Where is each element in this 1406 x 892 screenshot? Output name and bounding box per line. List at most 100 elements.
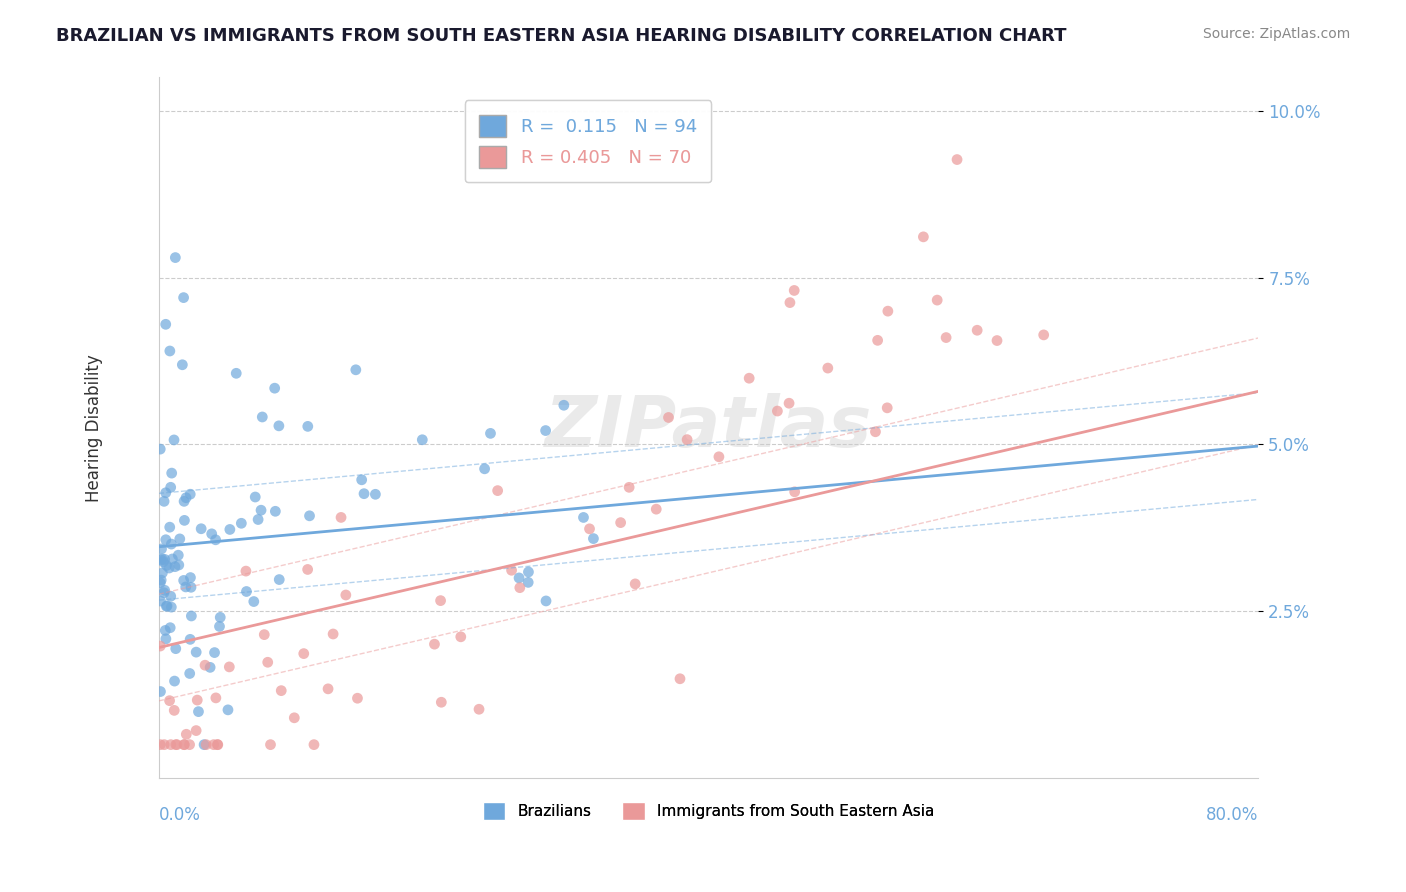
- Point: [766, 404, 789, 418]
- Point: [157, 561, 180, 575]
- Point: [876, 401, 898, 415]
- Point: [201, 526, 224, 541]
- Point: [707, 450, 730, 464]
- Point: [617, 480, 640, 494]
- Point: [508, 571, 530, 585]
- Point: [876, 304, 898, 318]
- Point: [159, 343, 181, 358]
- Point: [669, 672, 692, 686]
- Point: [194, 658, 217, 673]
- Point: [778, 396, 800, 410]
- Point: [159, 480, 181, 494]
- Point: [269, 573, 291, 587]
- Point: [155, 558, 177, 573]
- Point: [155, 624, 177, 638]
- Point: [195, 738, 218, 752]
- Point: [187, 705, 209, 719]
- Point: [205, 690, 228, 705]
- Point: [173, 494, 195, 508]
- Point: [423, 637, 446, 651]
- Point: [252, 409, 274, 424]
- Point: [202, 738, 225, 752]
- Point: [534, 594, 557, 608]
- Point: [150, 541, 173, 556]
- Point: [163, 674, 186, 689]
- Point: [509, 581, 531, 595]
- Point: [149, 594, 172, 608]
- Point: [297, 419, 319, 434]
- Point: [217, 703, 239, 717]
- Point: [322, 627, 344, 641]
- Point: [783, 284, 806, 298]
- Point: [865, 425, 887, 439]
- Point: [582, 532, 605, 546]
- Point: [179, 632, 201, 647]
- Point: [160, 537, 183, 551]
- Point: [245, 490, 267, 504]
- Point: [350, 473, 373, 487]
- Point: [474, 462, 496, 476]
- Point: [264, 504, 287, 518]
- Point: [173, 574, 195, 588]
- Point: [657, 410, 679, 425]
- Point: [486, 483, 509, 498]
- Point: [479, 426, 502, 441]
- Text: Source: ZipAtlas.com: Source: ZipAtlas.com: [1202, 27, 1350, 41]
- Point: [155, 599, 177, 614]
- Point: [344, 363, 367, 377]
- Point: [283, 711, 305, 725]
- Point: [817, 361, 839, 376]
- Point: [153, 583, 176, 598]
- Point: [165, 641, 187, 656]
- Point: [190, 522, 212, 536]
- Point: [153, 586, 176, 600]
- Point: [159, 621, 181, 635]
- Point: [429, 593, 451, 607]
- Point: [174, 491, 197, 505]
- Point: [270, 683, 292, 698]
- Point: [259, 738, 281, 752]
- Point: [335, 588, 357, 602]
- Point: [609, 516, 631, 530]
- Point: [155, 485, 177, 500]
- Point: [169, 532, 191, 546]
- Point: [209, 610, 232, 624]
- Point: [179, 571, 201, 585]
- Point: [292, 647, 315, 661]
- Point: [159, 693, 181, 707]
- Point: [517, 575, 540, 590]
- Point: [176, 727, 198, 741]
- Point: [179, 666, 201, 681]
- Point: [866, 334, 889, 348]
- Point: [150, 552, 173, 566]
- Point: [297, 562, 319, 576]
- Point: [198, 660, 221, 674]
- Point: [207, 738, 229, 752]
- Point: [173, 291, 195, 305]
- Point: [153, 494, 176, 508]
- Point: [160, 466, 183, 480]
- Point: [411, 433, 433, 447]
- Point: [946, 153, 969, 167]
- Point: [298, 508, 321, 523]
- Y-axis label: Hearing Disability: Hearing Disability: [86, 354, 103, 501]
- Point: [165, 251, 187, 265]
- Point: [256, 655, 278, 669]
- Point: [578, 522, 600, 536]
- Point: [165, 738, 187, 752]
- Point: [186, 723, 208, 738]
- Point: [218, 660, 240, 674]
- Point: [450, 630, 472, 644]
- Point: [179, 738, 201, 752]
- Point: [149, 575, 172, 590]
- Point: [149, 639, 172, 653]
- Point: [149, 738, 172, 752]
- Point: [179, 487, 201, 501]
- Point: [231, 516, 253, 531]
- Point: [247, 512, 270, 526]
- Point: [645, 502, 668, 516]
- Point: [173, 513, 195, 527]
- Point: [149, 684, 172, 698]
- Text: 80.0%: 80.0%: [1206, 806, 1258, 824]
- Point: [149, 553, 172, 567]
